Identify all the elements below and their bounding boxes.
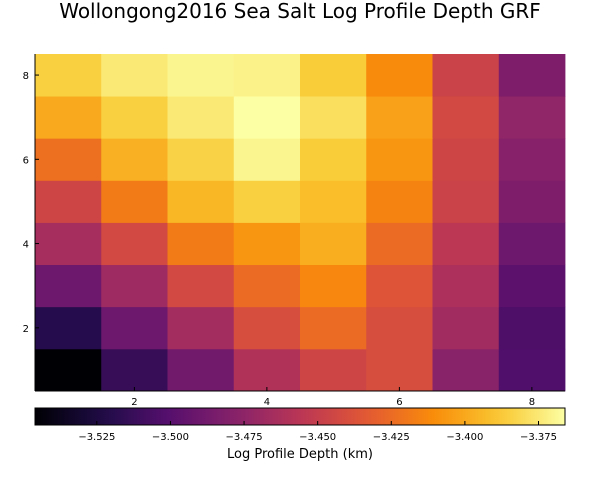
heatmap-cell <box>233 96 301 139</box>
heatmap-cell <box>366 222 433 266</box>
heatmap-cell <box>167 54 235 97</box>
heatmap-cell <box>498 348 566 392</box>
colorbar-tick-label: −3.400 <box>446 432 483 443</box>
heatmap-cell <box>35 180 102 223</box>
heatmap-cell <box>498 222 566 266</box>
heatmap-cell <box>498 264 566 308</box>
heatmap-cell <box>167 348 235 392</box>
x-tick-label: 6 <box>396 397 402 408</box>
heatmap-cell <box>498 54 566 97</box>
chart-title: Wollongong2016 Sea Salt Log Profile Dept… <box>59 0 541 23</box>
heatmap-cell <box>300 180 367 223</box>
heatmap-cell <box>167 264 235 308</box>
heatmap-cell <box>498 138 566 181</box>
colorbar-tick-label: −3.525 <box>78 432 115 443</box>
heatmap-cell <box>300 96 367 139</box>
heatmap-cell <box>366 180 433 223</box>
heatmap-cell <box>432 180 500 223</box>
y-axis-ticks: 2 4 6 8 <box>23 71 39 335</box>
heatmap-cell <box>366 54 433 97</box>
y-tick-label: 2 <box>23 324 29 335</box>
colorbar-gradient <box>34 407 566 426</box>
colorbar-tick-label: −3.475 <box>226 432 263 443</box>
colorbar-tick-label: −3.425 <box>373 432 410 443</box>
heatmap-cell <box>300 54 367 97</box>
heatmap-cell <box>498 306 566 350</box>
colorbar-label: Log Profile Depth (km) <box>227 447 373 462</box>
heatmap-cell <box>101 264 168 308</box>
heatmap-cell <box>101 180 168 223</box>
heatmap-cell <box>233 348 301 392</box>
heatmap-cell <box>366 348 433 392</box>
colorbar: −3.525 −3.500 −3.475 −3.450 −3.425 −3.400 −3.3… <box>34 407 566 443</box>
heatmap-cell <box>233 180 301 223</box>
heatmap-cell <box>101 54 168 97</box>
heatmap-cell <box>300 264 367 308</box>
heatmap-cell <box>432 306 500 350</box>
heatmap-cell <box>366 138 433 181</box>
y-tick-label: 6 <box>23 155 29 166</box>
heatmap-cells <box>35 54 566 392</box>
heatmap-cell <box>167 180 235 223</box>
heatmap-cell <box>35 264 102 308</box>
heatmap-cell <box>366 306 433 350</box>
heatmap-cell <box>167 306 235 350</box>
x-axis-ticks: 2 4 6 8 <box>131 387 535 408</box>
heatmap-cell <box>101 96 168 139</box>
heatmap-cell <box>233 306 301 350</box>
y-tick-label: 4 <box>23 240 29 251</box>
x-tick-label: 8 <box>529 397 535 408</box>
heatmap-cell <box>233 54 301 97</box>
heatmap-cell <box>432 54 500 97</box>
heatmap-cell <box>35 54 102 97</box>
heatmap-cell <box>167 96 235 139</box>
heatmap-cell <box>498 180 566 223</box>
heatmap-cell <box>101 306 168 350</box>
heatmap-cell <box>233 264 301 308</box>
heatmap-cell <box>35 222 102 266</box>
colorbar-tick-label: −3.500 <box>152 432 189 443</box>
heatmap-cell <box>35 138 102 181</box>
heatmap-cell <box>432 348 500 392</box>
heatmap-cell <box>432 222 500 266</box>
heatmap-cell <box>101 138 168 181</box>
heatmap-cell <box>432 138 500 181</box>
heatmap-cell <box>366 96 433 139</box>
heatmap-cell <box>35 96 102 139</box>
x-tick-label: 2 <box>131 397 137 408</box>
heatmap-cell <box>35 348 102 392</box>
plot-axes <box>34 54 565 392</box>
heatmap-cell <box>101 222 168 266</box>
heatmap-cell <box>432 96 500 139</box>
x-tick-label: 4 <box>264 397 270 408</box>
heatmap-cell <box>366 264 433 308</box>
colorbar-tick-label: −3.375 <box>520 432 557 443</box>
heatmap-cell <box>300 348 367 392</box>
heatmap-cell <box>101 348 168 392</box>
heatmap-cell <box>300 138 367 181</box>
heatmap-cell <box>498 96 566 139</box>
heatmap-cell <box>167 222 235 266</box>
heatmap-cell <box>300 222 367 266</box>
y-tick-label: 8 <box>23 71 29 82</box>
heatmap-cell <box>167 138 235 181</box>
heatmap-cell <box>233 222 301 266</box>
heatmap-cell <box>432 264 500 308</box>
colorbar-tick-label: −3.450 <box>299 432 336 443</box>
heatmap-cell <box>300 306 367 350</box>
heatmap-cell <box>35 306 102 350</box>
heatmap-cell <box>233 138 301 181</box>
